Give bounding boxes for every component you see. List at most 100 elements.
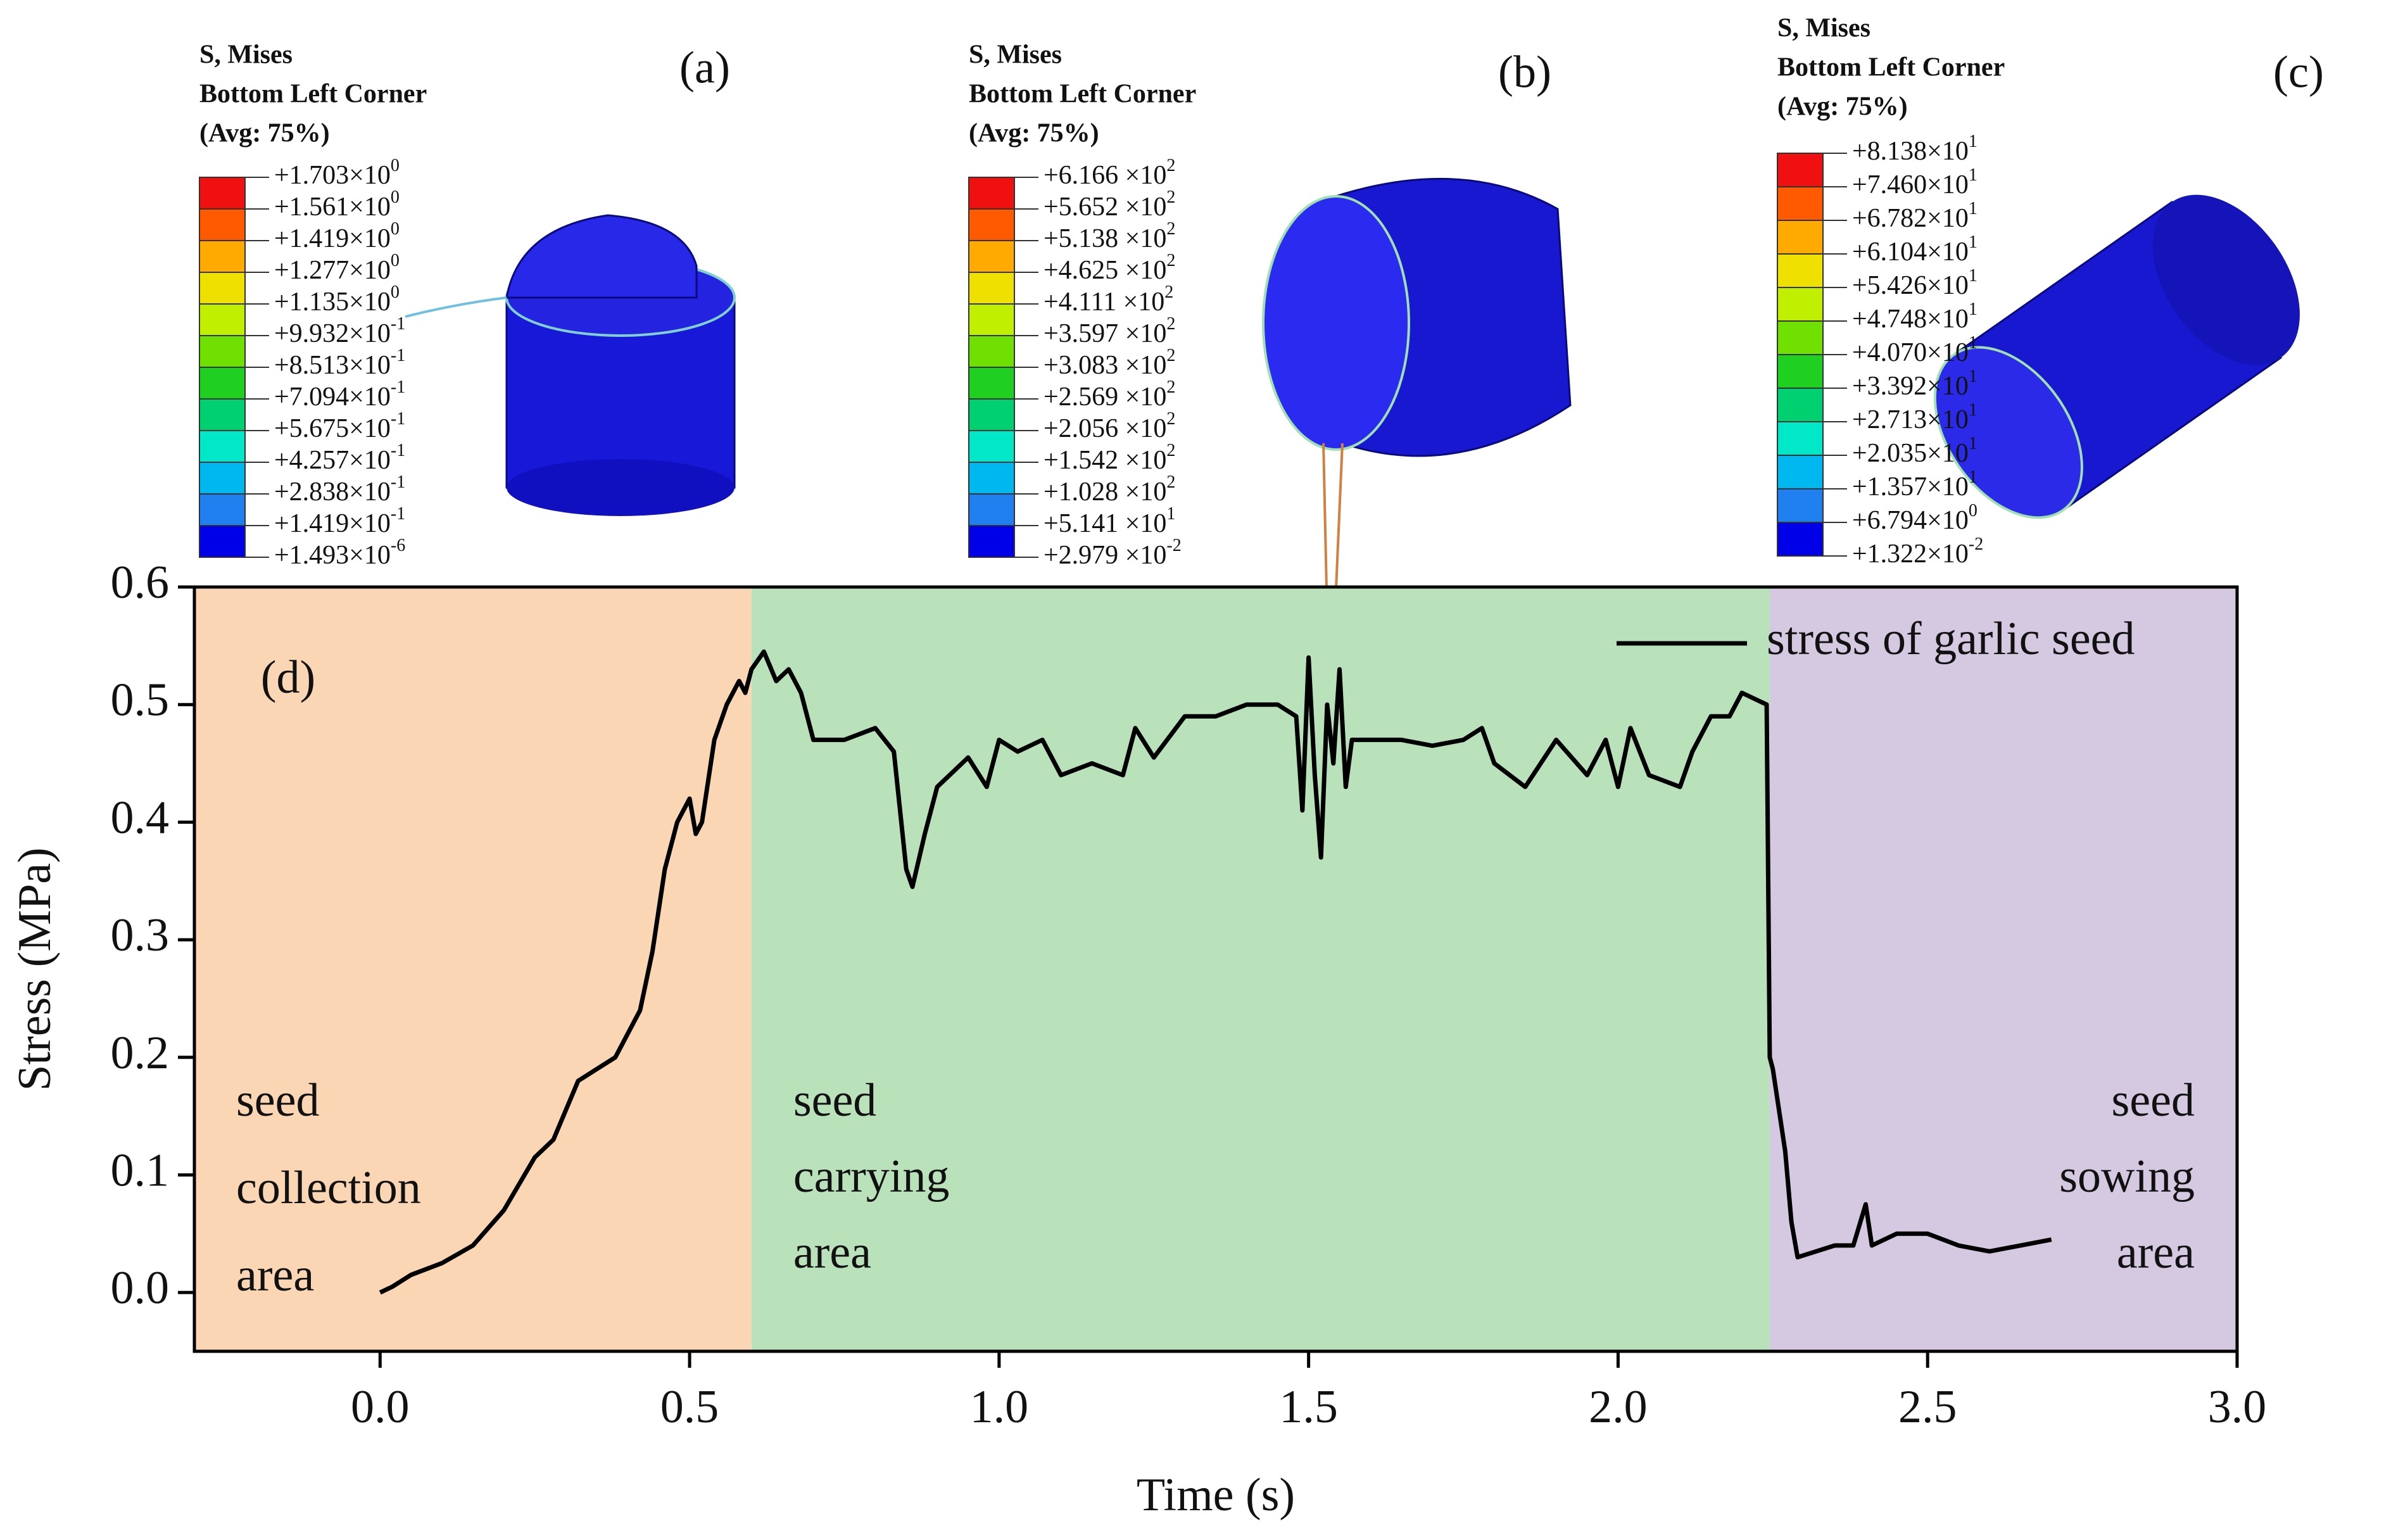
region — [1769, 587, 2237, 1351]
legend-level: +1.419×100 — [274, 219, 400, 253]
level-exponent: -1 — [391, 409, 405, 429]
level-exponent: 1 — [1969, 132, 1977, 151]
color-box — [1777, 287, 1824, 322]
level-mantissa: +2.056 ×10 — [1044, 414, 1166, 443]
level-exponent: 1 — [1969, 400, 1977, 420]
legend-header: S, Mises — [969, 41, 1062, 70]
level-mantissa: +4.070×10 — [1852, 338, 1969, 367]
color-box — [968, 430, 1015, 463]
level-mantissa: +6.104×10 — [1852, 237, 1969, 267]
color-box — [1777, 153, 1824, 187]
legend-level: +3.597 ×102 — [1044, 314, 1175, 348]
level-exponent: 2 — [1166, 441, 1175, 460]
legend-level: +3.392×101 — [1852, 367, 1977, 400]
level-exponent: 1 — [1969, 467, 1977, 487]
y-tick-label: 0.5 — [111, 674, 170, 726]
legend-level: +2.035×101 — [1852, 434, 1977, 467]
level-mantissa: +4.625 ×10 — [1044, 256, 1166, 285]
legend-level: +1.703×100 — [274, 156, 400, 189]
region-label: area — [236, 1249, 314, 1301]
level-mantissa: +2.713×10 — [1852, 405, 1969, 434]
x-tick-label: 1.5 — [1279, 1381, 1338, 1433]
panel-label: (a) — [679, 42, 730, 93]
level-mantissa: +2.979 ×10 — [1044, 541, 1166, 570]
level-mantissa: +2.569 ×10 — [1044, 382, 1166, 412]
data-line — [379, 649, 2052, 1295]
legend-header: (Avg: 75%) — [1777, 92, 1908, 122]
legend-header: Bottom Left Corner — [969, 80, 1196, 109]
level-exponent: 2 — [1166, 314, 1175, 334]
color-box — [1777, 388, 1824, 422]
legend-level: +1.542 ×102 — [1044, 441, 1175, 474]
legend-level: +1.357×101 — [1852, 467, 1977, 501]
level-exponent: 1 — [1969, 434, 1977, 453]
level-exponent: 1 — [1969, 199, 1977, 218]
level-mantissa: +1.135×10 — [274, 287, 391, 317]
legend-level: +1.322×10-2 — [1852, 534, 1983, 568]
panel-label: (c) — [2273, 47, 2324, 98]
color-box — [199, 335, 246, 368]
legend-level: +2.569 ×102 — [1044, 377, 1175, 411]
region-label: area — [793, 1227, 871, 1278]
legend-level: +6.782×101 — [1852, 199, 1977, 232]
level-exponent: 1 — [1969, 300, 1977, 319]
level-mantissa: +1.542 ×10 — [1044, 446, 1166, 475]
level-exponent: -1 — [391, 377, 405, 397]
level-mantissa: +5.426×10 — [1852, 271, 1969, 300]
color-box — [968, 208, 1015, 241]
level-mantissa: +3.083 ×10 — [1044, 351, 1166, 380]
level-exponent: 2 — [1166, 219, 1175, 239]
level-exponent: 1 — [1969, 165, 1977, 185]
level-mantissa: +4.257×10 — [274, 446, 391, 475]
legend-level: +1.419×10-1 — [274, 504, 405, 538]
legend-level: +1.561×100 — [274, 187, 400, 221]
level-mantissa: +1.419×10 — [274, 224, 391, 253]
contour-legends: (a) S, Mises Bottom Left Corner (Avg: 75%) +… — [199, 14, 2324, 570]
legend-level: +3.083 ×102 — [1044, 346, 1175, 379]
chart: seed collection area seed carrying area seed so… — [9, 557, 2266, 1521]
color-box — [199, 398, 246, 431]
color-box — [199, 240, 246, 273]
color-box — [968, 493, 1015, 526]
legend-label: stress of garlic seed — [1767, 613, 2135, 665]
color-box — [968, 525, 1015, 558]
color-box — [968, 398, 1015, 431]
color-box — [968, 335, 1015, 368]
level-exponent: -6 — [391, 536, 405, 555]
legend-level: +5.652 ×102 — [1044, 187, 1175, 221]
level-mantissa: +3.597 ×10 — [1044, 319, 1166, 348]
legend-level: +1.135×100 — [274, 282, 400, 316]
region-label: area — [2117, 1227, 2195, 1278]
level-exponent: 1 — [1969, 266, 1977, 286]
x-tick-label: 0.5 — [660, 1381, 719, 1433]
level-exponent: -1 — [391, 441, 405, 460]
legend-header: (Avg: 75%) — [969, 119, 1099, 148]
region-label: seed — [2112, 1075, 2195, 1127]
legend-level: +1.028 ×102 — [1044, 472, 1175, 506]
legend-level: +4.257×10-1 — [274, 441, 405, 474]
region — [751, 587, 1770, 1351]
level-exponent: 2 — [1166, 409, 1175, 429]
panel-label: (b) — [1498, 47, 1551, 98]
region — [194, 587, 752, 1351]
legend-level: +1.277×100 — [274, 251, 400, 284]
level-exponent: 1 — [1969, 367, 1977, 386]
legend-level: +7.460×101 — [1852, 165, 1977, 199]
level-mantissa: +1.493×10 — [274, 541, 391, 570]
level-mantissa: +6.794×10 — [1852, 506, 1969, 535]
level-exponent: 2 — [1166, 346, 1175, 365]
legend-level: +9.932×10-1 — [274, 314, 405, 348]
color-box — [1777, 488, 1824, 523]
color-box — [199, 272, 246, 305]
level-mantissa: +1.277×10 — [274, 256, 391, 285]
x-tick-label: 3.0 — [2208, 1381, 2267, 1433]
level-exponent: -2 — [1969, 534, 1983, 554]
region-label: carrying — [793, 1151, 950, 1202]
legend-level: +4.111 ×102 — [1044, 282, 1173, 316]
level-mantissa: +5.675×10 — [274, 414, 391, 443]
plot-frame — [192, 585, 2239, 1353]
level-exponent: -1 — [391, 314, 405, 334]
level-mantissa: +6.166 ×10 — [1044, 161, 1166, 190]
x-tick-label: 2.0 — [1589, 1381, 1648, 1433]
